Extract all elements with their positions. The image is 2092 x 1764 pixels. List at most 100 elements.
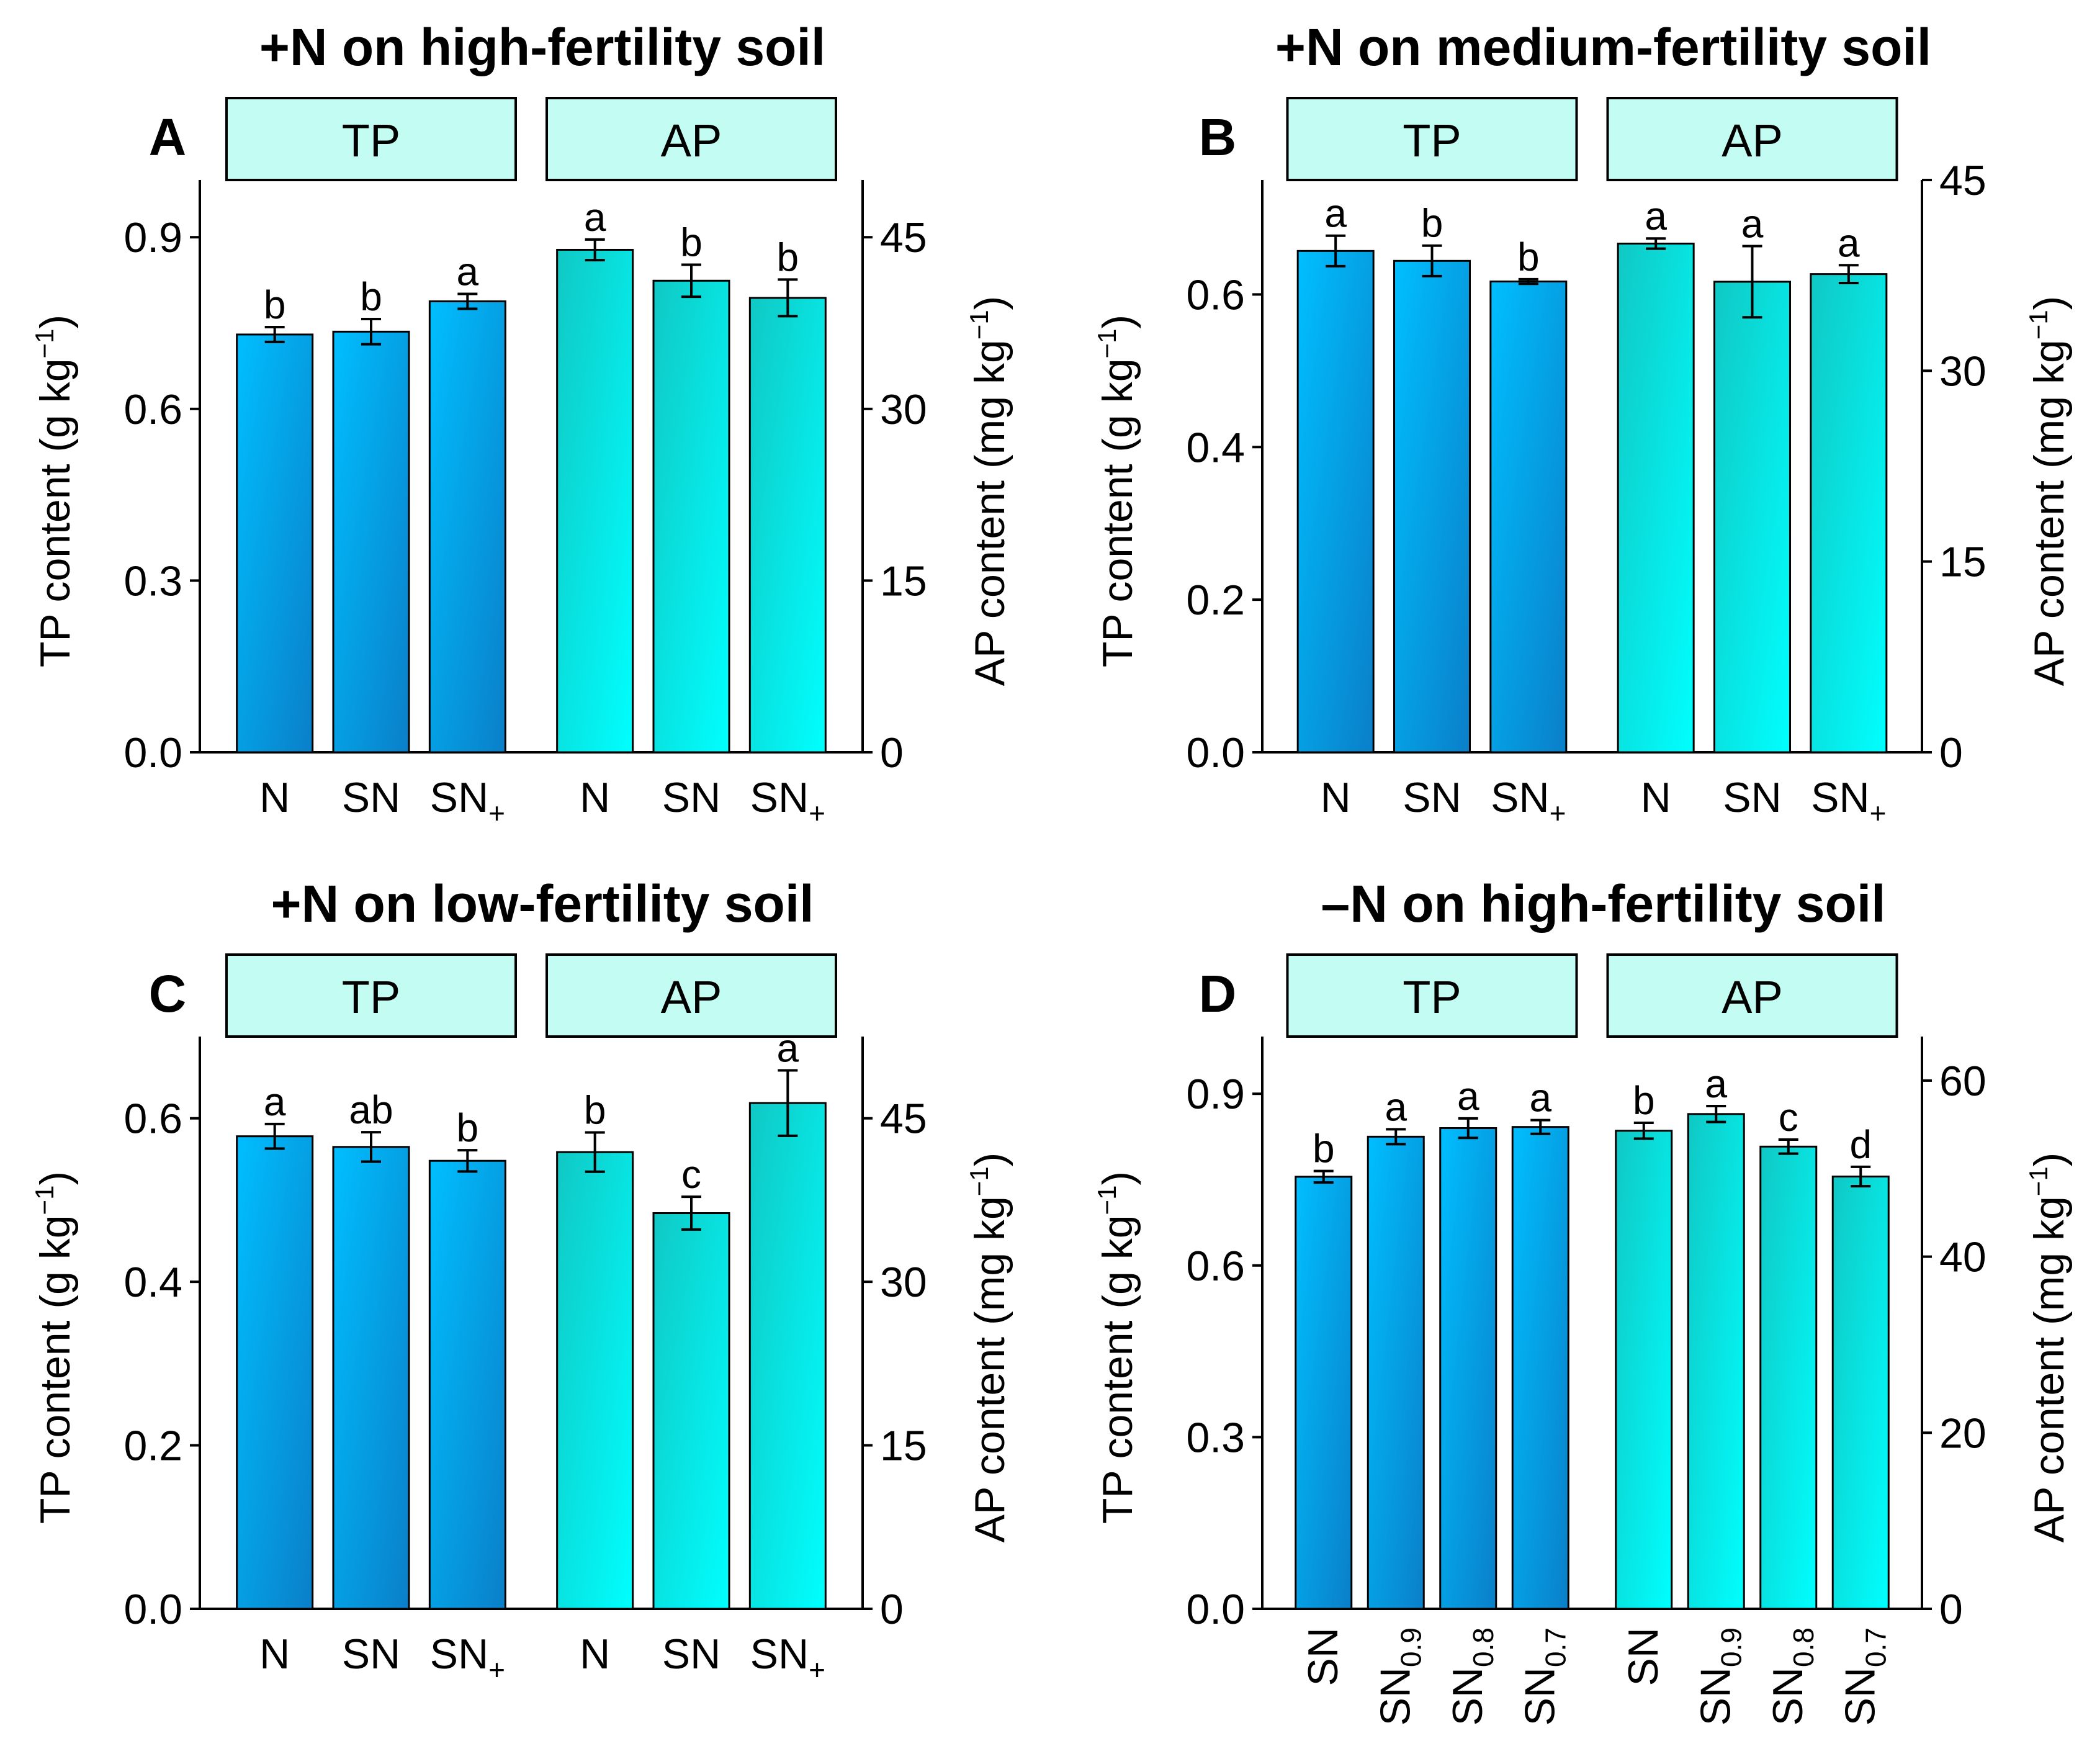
bar-ap [1687,1113,1745,1610]
category-label: SN0.9 [1371,1627,1427,1726]
bar-ap [652,279,730,754]
right-axis-title-sup: −1 [964,310,994,340]
panel-d: –N on high-fertility soil D TP AP 0.0 0.3 0.6 0… [1092,875,2073,1726]
category-label: SN+ [1491,774,1566,829]
significance-letter: ab [349,1087,393,1132]
category-label: SN0.7 [1836,1627,1892,1726]
strip-tp [225,953,517,1038]
right-axis-title: AP content (mg kg−1) [964,1153,1013,1543]
left-axis-title-text: TP content (g kg [32,1215,79,1524]
category-label: SN+ [430,1631,505,1686]
panel-title: –N on high-fertility soil [1321,875,1885,933]
right-tick-label: 30 [1939,348,1987,395]
bar-ap [1759,1145,1818,1610]
left-tick-label: 0.9 [123,214,182,261]
category-label: SN [1403,774,1461,821]
category-subscript: + [809,1654,825,1686]
panel-title: +N on medium-fertility soil [1275,18,1931,76]
category-subscript: 0.9 [1715,1627,1747,1667]
left-tick-label: 0.6 [1186,271,1245,318]
left-axis-title-text: TP content (g kg [32,358,79,667]
strip-ap [545,97,837,181]
strip-label: AP [1722,115,1783,166]
left-axis-title: TP content (g kg−1) [1092,1171,1141,1524]
category-label: SN0.8 [1444,1627,1499,1726]
category-subscript: 0.7 [1539,1627,1571,1667]
category-text: SN [1836,1667,1883,1726]
right-axis-title: AP content (mg kg−1) [2024,296,2073,686]
significance-letter: c [1779,1095,1798,1140]
bar-tp [428,300,506,754]
category-text: N [580,1631,610,1678]
left-tick-label: 0.3 [123,557,182,605]
category-text: N [1641,774,1671,821]
category-text: SN [342,774,400,821]
right-tick-label: 15 [880,557,927,605]
significance-letter: b [1633,1078,1655,1123]
category-label: N [580,774,610,821]
right-tick-label: 0 [1939,1586,1963,1633]
bar-tp [428,1159,506,1610]
bar-ap [556,1151,634,1610]
significance-letter: a [1741,202,1764,246]
panel-letter: D [1199,965,1237,1023]
bar-ap [1615,1130,1673,1610]
significance-letter: a [777,1025,799,1070]
left-axis-title-sup: −1 [30,329,59,359]
left-axis-title: TP content (g kg−1) [1092,315,1141,667]
right-tick-label: 15 [880,1423,927,1470]
bar-tp [1393,259,1471,754]
strip-ap [1606,97,1898,181]
panel-a: +N on high-fertility soil A TP AP 0.0 0.3 0.6 0… [30,18,1013,829]
panel-letter: C [149,965,187,1023]
right-tick-label: 20 [1939,1410,1987,1457]
left-axis-title-text: TP content (g kg [1094,1215,1141,1524]
strip-label: TP [342,971,401,1023]
strip-ap [545,953,837,1038]
category-text: SN [1764,1667,1811,1726]
category-label: SN [662,774,721,821]
category-label: N [580,1631,610,1678]
category-subscript: + [1550,797,1566,829]
left-tick-label: 0.0 [123,729,182,776]
significance-letter: b [264,282,286,327]
left-axis-title-sup: −1 [30,1186,59,1215]
significance-letter: d [1849,1122,1872,1167]
bar-tp [1489,281,1568,754]
right-axis-title-sup: −1 [2024,1166,2053,1196]
category-label: N [259,774,290,821]
significance-letter: c [681,1152,701,1197]
left-tick-label: 0.4 [1186,424,1245,471]
significance-letter: b [680,220,703,264]
panel-letter: A [149,108,187,166]
right-axis-title-close: ) [2026,296,2073,310]
left-axis-title-sup: −1 [1092,329,1121,359]
panel-c: +N on low-fertility soil C TP AP 0.0 0.2 0.4 0.… [30,875,1013,1686]
strip-tp [1286,97,1578,181]
left-tick-label: 0.2 [1186,577,1245,624]
bar-ap [556,248,634,754]
significance-letter: b [1313,1127,1335,1171]
bar-ap [748,1102,827,1610]
right-axis-title-close: ) [966,296,1013,310]
category-subscript: 0.9 [1394,1627,1427,1667]
right-tick-label: 0 [880,1586,904,1633]
right-tick-label: 45 [880,1096,927,1143]
right-tick-label: 30 [880,1259,927,1306]
left-tick-label: 0.9 [1186,1071,1245,1118]
category-text: N [1321,774,1351,821]
panel-letter: B [1199,108,1237,166]
category-text: SN [1491,774,1549,821]
left-axis-title-close: ) [1094,315,1141,329]
significance-letter: a [1705,1061,1727,1106]
category-text: SN [662,774,721,821]
category-label: SN0.8 [1764,1627,1820,1726]
bar-ap [1713,281,1791,754]
left-axis-title-close: ) [32,315,79,329]
left-tick-label: 0.4 [123,1259,182,1306]
right-tick-label: 15 [1939,539,1987,586]
strip-label: AP [661,971,722,1023]
right-axis-title-text: AP content (mg kg [2026,1196,2073,1542]
left-tick-label: 0.6 [123,386,182,433]
